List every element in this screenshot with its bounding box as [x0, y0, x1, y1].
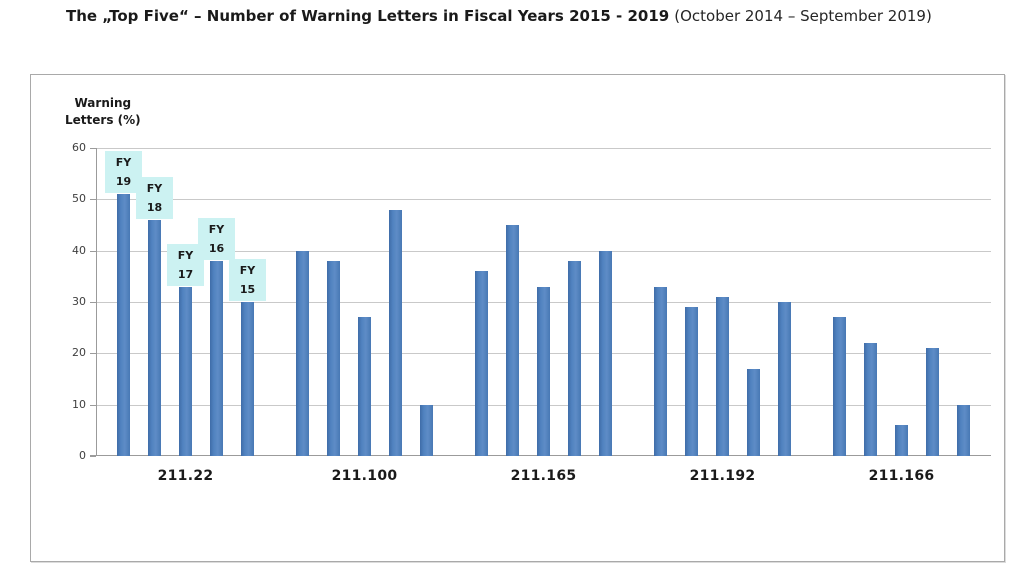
- chart-title-sub: (October 2014 – September 2019): [674, 7, 932, 25]
- plot-area: 0 10 20 30 40 50 60 FY 19 FY 18 FY 17 FY 16 FY 15: [72, 141, 991, 462]
- y-tick-label: 10: [72, 397, 86, 411]
- gridline: [96, 199, 991, 201]
- chart-frame: Warning Letters (%) 0 10 20 30 40 50 60 FY 19 FY 1…: [30, 74, 1005, 562]
- series-label-line1: FY: [239, 264, 256, 277]
- series-label-line2: 17: [177, 267, 194, 281]
- bar: [296, 250, 309, 456]
- bar: [148, 219, 161, 456]
- bar: [420, 404, 433, 456]
- series-label-box: FY 15: [229, 259, 266, 301]
- series-label-line2: 15: [239, 283, 256, 296]
- y-tick-label: 20: [72, 346, 86, 360]
- series-label-box: FY 17: [167, 243, 204, 286]
- bar-group: [275, 148, 454, 456]
- bar: [685, 307, 698, 456]
- bar: [599, 250, 612, 456]
- bar: [241, 302, 254, 456]
- y-tick-mark: [90, 302, 96, 303]
- y-tick-label: 0: [79, 449, 86, 462]
- series-label-line1: FY: [177, 248, 194, 262]
- series-label-box: FY 18: [136, 176, 173, 219]
- bar-group: [96, 148, 275, 456]
- y-axis-title-line2: Letters (%): [65, 113, 141, 127]
- y-axis-title-line1: Warning: [74, 96, 132, 110]
- bar: [327, 260, 340, 456]
- series-label-box: FY 16: [198, 217, 235, 260]
- category-axis: 211.22 211.100 211.165 211.192 211.166: [96, 468, 991, 490]
- bar: [537, 286, 550, 456]
- series-label-line1: FY: [208, 222, 225, 236]
- bar: [957, 404, 970, 456]
- bar: [747, 368, 760, 456]
- bar: [117, 194, 130, 456]
- y-tick-mark: [90, 353, 96, 355]
- gridline: [96, 250, 991, 252]
- series-label-line2: 19: [115, 175, 132, 189]
- series-label-box: FY 19: [105, 151, 142, 194]
- bar: [568, 260, 581, 456]
- category-label: 211.165: [510, 468, 577, 484]
- bar: [833, 317, 846, 456]
- bar: [389, 209, 402, 456]
- y-tick-label: 50: [72, 192, 86, 206]
- bar: [716, 296, 729, 456]
- series-label-line2: 16: [208, 241, 225, 255]
- y-axis-line: [96, 148, 97, 456]
- category-label: 211.166: [868, 468, 935, 484]
- chart-title: The „Top Five“ – Number of Warning Lette…: [66, 7, 932, 25]
- bar: [358, 317, 371, 456]
- bar-group: [454, 148, 633, 456]
- bar: [895, 425, 908, 456]
- y-tick-mark: [90, 148, 96, 149]
- bar: [506, 225, 519, 456]
- bar: [778, 302, 791, 456]
- y-tick-mark: [90, 404, 96, 406]
- series-label-line1: FY: [115, 156, 132, 170]
- bar: [179, 286, 192, 456]
- bar: [654, 286, 667, 456]
- bar-group: [812, 148, 991, 456]
- series-label-line2: 18: [146, 200, 163, 214]
- y-tick-mark: [90, 199, 96, 201]
- bar: [926, 348, 939, 456]
- category-label: 211.22: [157, 468, 214, 484]
- series-label-line1: FY: [146, 181, 163, 195]
- bar: [864, 343, 877, 456]
- bar: [475, 271, 488, 456]
- y-tick-mark: [90, 456, 96, 457]
- y-tick-label: 30: [72, 295, 86, 308]
- y-tick-label: 40: [72, 243, 86, 257]
- y-axis-title: Warning Letters (%): [65, 95, 141, 129]
- y-tick-label: 60: [72, 141, 86, 154]
- y-tick-mark: [90, 250, 96, 252]
- chart-title-main: The „Top Five“ – Number of Warning Lette…: [66, 7, 670, 25]
- category-label: 211.192: [689, 468, 756, 484]
- gridline: [96, 148, 991, 149]
- bar: [210, 260, 223, 456]
- bar-group: [633, 148, 812, 456]
- category-label: 211.100: [331, 468, 398, 484]
